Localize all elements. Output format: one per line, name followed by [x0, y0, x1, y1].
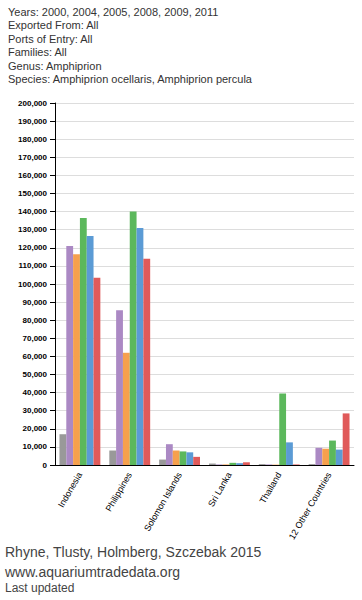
svg-text:110,000: 110,000 [19, 261, 48, 270]
svg-text:70,000: 70,000 [23, 334, 48, 343]
svg-text:Rhyne, Tlusty, Holmberg, Szcze: Rhyne, Tlusty, Holmberg, Szczebak 2015 [5, 544, 261, 560]
svg-text:www.aquariumtradedata.org: www.aquariumtradedata.org [4, 564, 180, 580]
svg-text:200,000: 200,000 [18, 99, 47, 108]
svg-text:130,000: 130,000 [18, 225, 47, 234]
svg-text:Solomon Islands: Solomon Islands [142, 470, 184, 533]
svg-text:Families: All: Families: All [8, 46, 67, 58]
svg-text:160,000: 160,000 [18, 171, 47, 180]
svg-text:20,000: 20,000 [23, 424, 48, 433]
svg-text:90,000: 90,000 [23, 298, 48, 307]
svg-text:60,000: 60,000 [23, 352, 48, 361]
svg-text:190,000: 190,000 [18, 117, 47, 126]
svg-text:Years: 2000, 2004, 2005, 2008,: Years: 2000, 2004, 2005, 2008, 2009, 201… [8, 6, 218, 18]
svg-text:Indonesia: Indonesia [56, 470, 84, 509]
svg-text:Ports of Entry: All: Ports of Entry: All [8, 33, 92, 45]
svg-text:150,000: 150,000 [18, 189, 47, 198]
svg-text:Philippines: Philippines [104, 470, 135, 513]
svg-text:170,000: 170,000 [18, 153, 47, 162]
svg-text:100,000: 100,000 [18, 280, 47, 289]
svg-text:180,000: 180,000 [18, 135, 47, 144]
svg-text:Sri Lanka: Sri Lanka [206, 470, 234, 508]
svg-text:50,000: 50,000 [23, 370, 48, 379]
svg-text:12 Other Countries: 12 Other Countries [287, 470, 334, 541]
svg-text:Thailand: Thailand [258, 470, 284, 505]
svg-text:80,000: 80,000 [23, 316, 48, 325]
svg-text:Exported From: All: Exported From: All [8, 19, 98, 31]
svg-text:30,000: 30,000 [23, 406, 48, 415]
svg-text:120,000: 120,000 [18, 243, 47, 252]
svg-text:Last updated: Last updated [5, 581, 74, 595]
svg-text:140,000: 140,000 [18, 207, 47, 216]
svg-text:Genus: Amphiprion: Genus: Amphiprion [8, 60, 102, 72]
svg-text:10,000: 10,000 [23, 442, 48, 451]
svg-text:Species: Amphiprion ocellaris,: Species: Amphiprion ocellaris, Amphiprio… [8, 73, 253, 85]
svg-text:0: 0 [43, 461, 48, 470]
svg-text:40,000: 40,000 [23, 388, 48, 397]
